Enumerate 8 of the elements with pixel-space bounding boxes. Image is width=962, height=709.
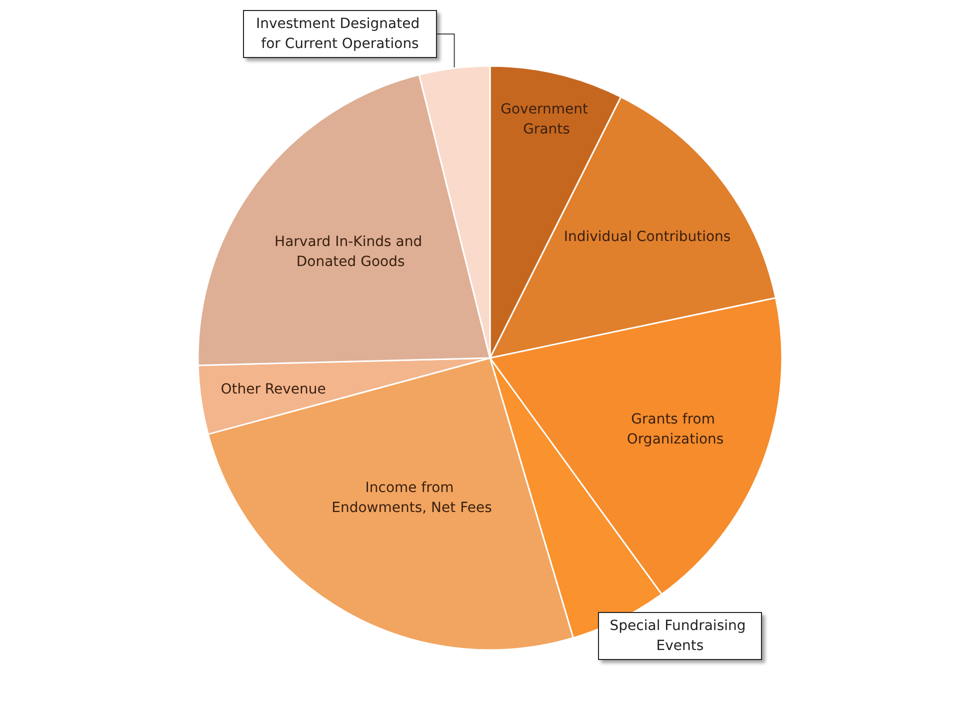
slice-label: Income from Endowments, Net Fees <box>332 480 492 516</box>
slice-label: Investment Designated for Current Operations <box>256 16 424 52</box>
slice-label: Special Fundraising Events <box>610 618 750 654</box>
slice-label: Individual Contributions <box>564 228 731 245</box>
slice-label: Harvard In-Kinds and Donated Goods <box>274 234 427 270</box>
slice-label: Other Revenue <box>220 382 326 398</box>
slice-label: Grants from Organizations <box>626 411 724 448</box>
slice-label: Government Grants <box>500 101 592 138</box>
